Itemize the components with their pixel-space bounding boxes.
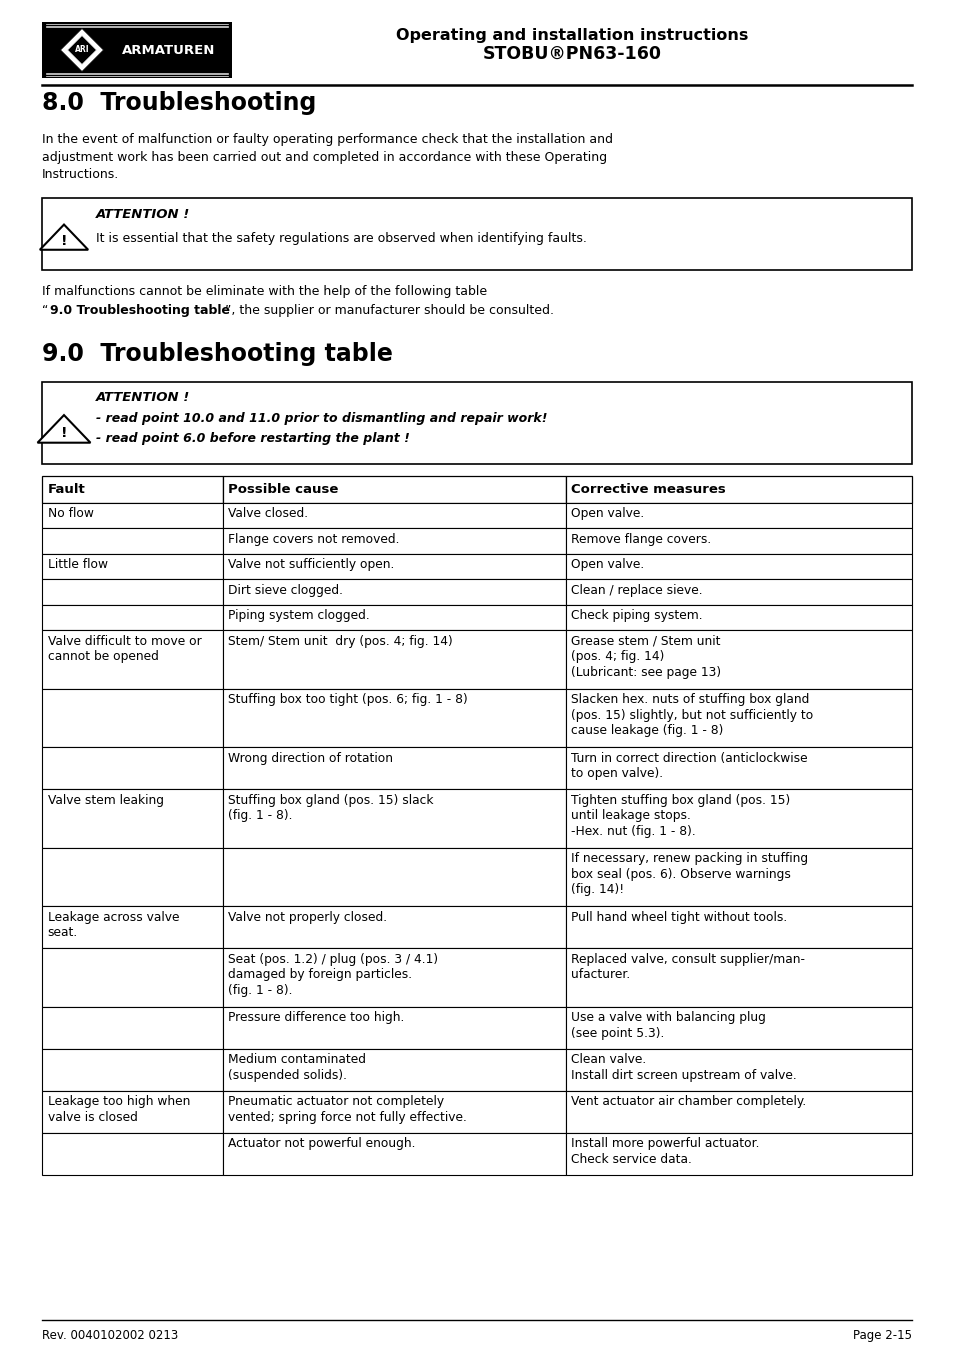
- FancyBboxPatch shape: [223, 477, 565, 502]
- FancyBboxPatch shape: [42, 848, 223, 906]
- Text: Leakage too high when
valve is closed: Leakage too high when valve is closed: [48, 1095, 190, 1123]
- FancyBboxPatch shape: [565, 948, 911, 1007]
- FancyBboxPatch shape: [42, 1007, 223, 1049]
- Text: - read point 6.0 before restarting the plant !: - read point 6.0 before restarting the p…: [96, 432, 410, 446]
- FancyBboxPatch shape: [565, 502, 911, 528]
- FancyBboxPatch shape: [223, 630, 565, 688]
- Text: Seat (pos. 1.2) / plug (pos. 3 / 4.1)
damaged by foreign particles.
(fig. 1 - 8): Seat (pos. 1.2) / plug (pos. 3 / 4.1) da…: [228, 953, 438, 996]
- Text: Valve difficult to move or
cannot be opened: Valve difficult to move or cannot be ope…: [48, 634, 201, 663]
- Text: Stuffing box too tight (pos. 6; fig. 1 - 8): Stuffing box too tight (pos. 6; fig. 1 -…: [228, 693, 468, 706]
- Text: Stem/ Stem unit  dry (pos. 4; fig. 14): Stem/ Stem unit dry (pos. 4; fig. 14): [228, 634, 453, 648]
- FancyBboxPatch shape: [565, 554, 911, 579]
- Text: ATTENTION !: ATTENTION !: [96, 392, 190, 404]
- Text: !: !: [61, 235, 67, 248]
- Text: Stuffing box gland (pos. 15) slack
(fig. 1 - 8).: Stuffing box gland (pos. 15) slack (fig.…: [228, 794, 434, 822]
- FancyBboxPatch shape: [223, 502, 565, 528]
- FancyBboxPatch shape: [223, 1133, 565, 1174]
- FancyBboxPatch shape: [565, 788, 911, 848]
- Text: Clean / replace sieve.: Clean / replace sieve.: [571, 583, 702, 597]
- FancyBboxPatch shape: [223, 1007, 565, 1049]
- FancyBboxPatch shape: [42, 747, 223, 788]
- Text: Pneumatic actuator not completely
vented; spring force not fully effective.: Pneumatic actuator not completely vented…: [228, 1095, 467, 1123]
- Text: Valve not sufficiently open.: Valve not sufficiently open.: [228, 558, 395, 571]
- FancyBboxPatch shape: [223, 688, 565, 747]
- FancyBboxPatch shape: [42, 197, 911, 270]
- Text: Possible cause: Possible cause: [228, 483, 338, 495]
- FancyBboxPatch shape: [42, 554, 223, 579]
- Polygon shape: [60, 28, 103, 72]
- Text: Open valve.: Open valve.: [571, 508, 644, 520]
- FancyBboxPatch shape: [565, 528, 911, 554]
- Text: Rev. 0040102002 0213: Rev. 0040102002 0213: [42, 1328, 178, 1342]
- FancyBboxPatch shape: [565, 630, 911, 688]
- Text: Valve not properly closed.: Valve not properly closed.: [228, 910, 387, 923]
- FancyBboxPatch shape: [42, 528, 223, 554]
- FancyBboxPatch shape: [565, 906, 911, 948]
- FancyBboxPatch shape: [42, 502, 223, 528]
- Text: Remove flange covers.: Remove flange covers.: [571, 532, 711, 545]
- Text: Replaced valve, consult supplier/man-
ufacturer.: Replaced valve, consult supplier/man- uf…: [571, 953, 804, 981]
- FancyBboxPatch shape: [42, 605, 223, 630]
- Text: Tighten stuffing box gland (pos. 15)
until leakage stops.
-Hex. nut (fig. 1 - 8): Tighten stuffing box gland (pos. 15) unt…: [571, 794, 790, 837]
- Text: Actuator not powerful enough.: Actuator not powerful enough.: [228, 1137, 416, 1150]
- FancyBboxPatch shape: [223, 906, 565, 948]
- Text: Slacken hex. nuts of stuffing box gland
(pos. 15) slightly, but not sufficiently: Slacken hex. nuts of stuffing box gland …: [571, 693, 813, 737]
- Text: ARI: ARI: [74, 46, 90, 54]
- Text: ”, the supplier or manufacturer should be consulted.: ”, the supplier or manufacturer should b…: [225, 304, 554, 317]
- Text: Fault: Fault: [48, 483, 85, 495]
- Text: If necessary, renew packing in stuffing
box seal (pos. 6). Observe warnings
(fig: If necessary, renew packing in stuffing …: [571, 852, 807, 896]
- FancyBboxPatch shape: [565, 848, 911, 906]
- FancyBboxPatch shape: [223, 848, 565, 906]
- FancyBboxPatch shape: [42, 1091, 223, 1133]
- FancyBboxPatch shape: [42, 477, 223, 502]
- Text: ATTENTION !: ATTENTION !: [96, 208, 190, 220]
- Text: adjustment work has been carried out and completed in accordance with these Oper: adjustment work has been carried out and…: [42, 150, 606, 163]
- Text: Piping system clogged.: Piping system clogged.: [228, 609, 370, 622]
- Text: 9.0  Troubleshooting table: 9.0 Troubleshooting table: [42, 342, 393, 366]
- FancyBboxPatch shape: [565, 579, 911, 605]
- Text: Dirt sieve clogged.: Dirt sieve clogged.: [228, 583, 343, 597]
- Text: Valve stem leaking: Valve stem leaking: [48, 794, 163, 806]
- Text: ARMATUREN: ARMATUREN: [122, 43, 215, 57]
- Text: Page 2-15: Page 2-15: [852, 1328, 911, 1342]
- Text: If malfunctions cannot be eliminate with the help of the following table: If malfunctions cannot be eliminate with…: [42, 285, 487, 297]
- FancyBboxPatch shape: [223, 605, 565, 630]
- Text: STOBU®PN63-160: STOBU®PN63-160: [482, 45, 660, 62]
- Text: Flange covers not removed.: Flange covers not removed.: [228, 532, 399, 545]
- Text: Leakage across valve
seat.: Leakage across valve seat.: [48, 910, 179, 940]
- Text: Instructions.: Instructions.: [42, 167, 119, 181]
- FancyBboxPatch shape: [223, 1091, 565, 1133]
- FancyBboxPatch shape: [565, 1133, 911, 1174]
- FancyBboxPatch shape: [565, 688, 911, 747]
- FancyBboxPatch shape: [223, 1049, 565, 1091]
- Text: In the event of malfunction or faulty operating performance check that the insta: In the event of malfunction or faulty op…: [42, 134, 613, 146]
- Text: Little flow: Little flow: [48, 558, 108, 571]
- Text: No flow: No flow: [48, 508, 93, 520]
- Text: - read point 10.0 and 11.0 prior to dismantling and repair work!: - read point 10.0 and 11.0 prior to dism…: [96, 412, 547, 425]
- FancyBboxPatch shape: [565, 477, 911, 502]
- FancyBboxPatch shape: [42, 630, 223, 688]
- Text: Clean valve.
Install dirt screen upstream of valve.: Clean valve. Install dirt screen upstrea…: [571, 1053, 796, 1081]
- FancyBboxPatch shape: [565, 1049, 911, 1091]
- FancyBboxPatch shape: [223, 948, 565, 1007]
- FancyBboxPatch shape: [223, 747, 565, 788]
- FancyBboxPatch shape: [565, 605, 911, 630]
- Text: Corrective measures: Corrective measures: [571, 483, 725, 495]
- Text: “: “: [42, 304, 49, 317]
- FancyBboxPatch shape: [565, 747, 911, 788]
- Polygon shape: [40, 224, 88, 250]
- Text: Install more powerful actuator.
Check service data.: Install more powerful actuator. Check se…: [571, 1137, 759, 1165]
- FancyBboxPatch shape: [42, 948, 223, 1007]
- FancyBboxPatch shape: [42, 906, 223, 948]
- FancyBboxPatch shape: [223, 579, 565, 605]
- FancyBboxPatch shape: [565, 1007, 911, 1049]
- FancyBboxPatch shape: [42, 1133, 223, 1174]
- Text: 9.0 Troubleshooting table: 9.0 Troubleshooting table: [50, 304, 230, 317]
- FancyBboxPatch shape: [223, 554, 565, 579]
- Text: Open valve.: Open valve.: [571, 558, 644, 571]
- Text: Check piping system.: Check piping system.: [571, 609, 702, 622]
- Text: Use a valve with balancing plug
(see point 5.3).: Use a valve with balancing plug (see poi…: [571, 1011, 765, 1040]
- Polygon shape: [37, 414, 91, 443]
- Text: Vent actuator air chamber completely.: Vent actuator air chamber completely.: [571, 1095, 805, 1108]
- FancyBboxPatch shape: [42, 788, 223, 848]
